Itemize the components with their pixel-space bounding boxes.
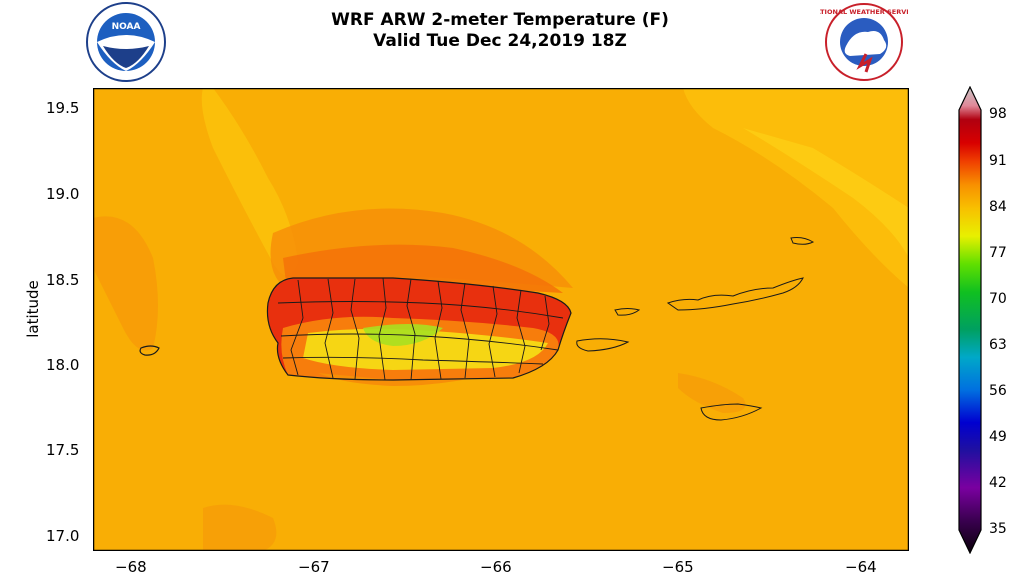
y-tick: 19.5 — [46, 99, 80, 117]
y-tick: 18.5 — [46, 271, 80, 289]
y-axis-label: latitude — [23, 280, 42, 338]
mona-island — [139, 345, 160, 356]
x-tick: −68 — [115, 558, 147, 576]
title-line-1: WRF ARW 2-meter Temperature (F) — [331, 10, 669, 30]
colorbar-tick: 70 — [989, 291, 1007, 307]
colorbar-tick: 42 — [989, 475, 1007, 491]
x-tick: −64 — [845, 558, 877, 576]
plume-light-west — [201, 88, 298, 276]
x-tick: −67 — [298, 558, 330, 576]
svg-text:NATIONAL WEATHER SERVICE: NATIONAL WEATHER SERVICE — [820, 8, 908, 16]
darker-west — [93, 216, 158, 351]
chart-title: WRF ARW 2-meter Temperature (F) Valid Tu… — [250, 10, 750, 52]
colorbar-tick: 49 — [989, 429, 1007, 445]
map-frame — [92, 87, 910, 552]
vieques — [576, 338, 630, 352]
x-tick: −66 — [480, 558, 512, 576]
svg-text:NOAA: NOAA — [112, 22, 141, 32]
colorbar-tick: 91 — [989, 153, 1007, 169]
y-tick: 17.5 — [46, 441, 80, 459]
colorbar-tick: 63 — [989, 337, 1007, 353]
temperature-map — [92, 87, 910, 552]
y-tick: 19.0 — [46, 185, 80, 203]
noaa-logo: NOAA — [86, 2, 166, 82]
plume-light-east — [683, 88, 909, 288]
y-tick: 17.0 — [46, 527, 80, 545]
colorbar-tick: 35 — [989, 521, 1007, 537]
nws-logo: NATIONAL WEATHER SERVICE — [810, 2, 918, 82]
colorbar — [958, 85, 982, 555]
title-line-2: Valid Tue Dec 24,2019 18Z — [373, 31, 627, 51]
y-tick: 18.0 — [46, 356, 80, 374]
x-tick: −65 — [662, 558, 694, 576]
colorbar-tick: 56 — [989, 383, 1007, 399]
virgin-islands — [666, 237, 815, 421]
colorbar-tick: 77 — [989, 245, 1007, 261]
culebra — [614, 308, 641, 316]
colorbar-tick: 84 — [989, 199, 1007, 215]
colorbar-tick: 98 — [989, 106, 1007, 122]
municipality-outlines — [266, 277, 572, 381]
